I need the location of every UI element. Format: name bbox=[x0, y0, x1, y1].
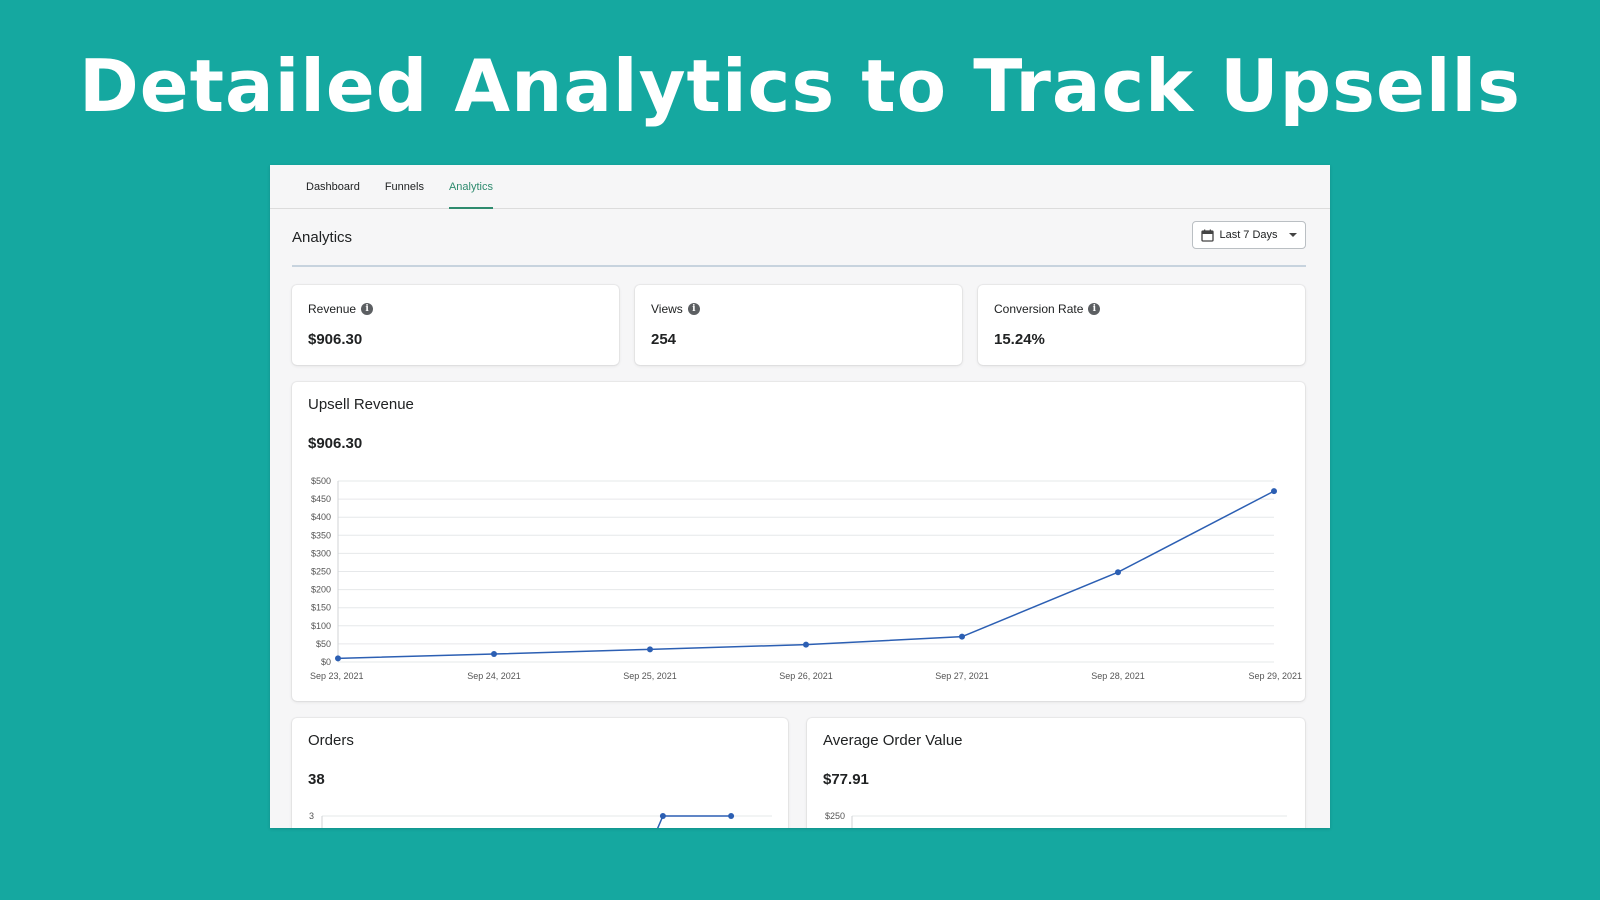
tab-dashboard[interactable]: Dashboard bbox=[306, 180, 360, 193]
data-point bbox=[803, 641, 809, 648]
revenue-label: Revenue bbox=[308, 302, 357, 316]
page-title: Analytics bbox=[292, 229, 353, 246]
orders-chart: 3 bbox=[309, 811, 772, 828]
upsell-revenue-chart: $0 $50 $100 $150 $200 $250 $300 $350 $400 $450 $50… bbox=[310, 476, 1302, 681]
upsell-revenue-title: Upsell Revenue bbox=[308, 396, 414, 413]
x-tick-label: Sep 29, 2021 bbox=[1248, 671, 1302, 681]
data-point bbox=[647, 646, 653, 653]
y-tick-label: $400 bbox=[311, 512, 331, 522]
app-window: Dashboard Funnels Analytics Analytics La… bbox=[270, 165, 1330, 828]
y-tick-label: $100 bbox=[311, 621, 331, 631]
aov-title: Average Order Value bbox=[823, 732, 963, 749]
x-tick-label: Sep 26, 2021 bbox=[779, 671, 833, 681]
series-line bbox=[337, 490, 1275, 660]
data-point bbox=[959, 633, 965, 640]
conversion-rate-label: Conversion Rate bbox=[994, 302, 1084, 316]
y-tick-label: $0 bbox=[321, 657, 331, 667]
revenue-value: $906.30 bbox=[308, 331, 363, 348]
y-tick-label: 3 bbox=[309, 811, 314, 821]
calendar-icon bbox=[1201, 229, 1215, 242]
y-tick-label: $50 bbox=[316, 639, 331, 649]
conversion-rate-card: Conversion Rate i 15.24% bbox=[978, 285, 1305, 365]
data-point bbox=[1271, 488, 1277, 495]
views-label: Views bbox=[651, 302, 683, 316]
aov-chart: $250 bbox=[825, 811, 1287, 828]
tab-analytics[interactable]: Analytics bbox=[448, 165, 494, 209]
y-tick-label: $250 bbox=[311, 567, 331, 577]
x-tick-label: Sep 27, 2021 bbox=[935, 671, 989, 681]
orders-value: 38 bbox=[308, 771, 325, 788]
conversion-rate-value: 15.24% bbox=[994, 331, 1045, 348]
date-range-button[interactable]: Last 7 Days bbox=[1192, 221, 1306, 249]
x-tick-label: Sep 25, 2021 bbox=[623, 671, 677, 681]
data-point bbox=[659, 813, 666, 819]
x-tick-label: Sep 24, 2021 bbox=[467, 671, 521, 681]
x-tick-label: Sep 28, 2021 bbox=[1091, 671, 1145, 681]
upsell-revenue-card: Upsell Revenue $906.30 $0 $50 $100 $150 $200… bbox=[292, 382, 1305, 701]
x-tick-label: Sep 23, 2021 bbox=[310, 671, 364, 681]
y-tick-label: $350 bbox=[311, 530, 331, 540]
upsell-revenue-value: $906.30 bbox=[308, 435, 363, 452]
data-point bbox=[1115, 569, 1121, 576]
data-point bbox=[728, 813, 735, 819]
orders-title: Orders bbox=[308, 732, 354, 749]
page-header: Analytics Last 7 Days bbox=[292, 221, 1306, 267]
date-range-label: Last 7 Days bbox=[1219, 229, 1278, 241]
y-tick-label: $500 bbox=[311, 476, 331, 486]
views-card: Views i 254 bbox=[635, 285, 962, 365]
average-order-value-card: Average Order Value $77.91 $250 bbox=[807, 718, 1305, 828]
data-point bbox=[491, 651, 497, 658]
y-tick-label: $150 bbox=[311, 603, 331, 613]
tab-funnels[interactable]: Funnels bbox=[384, 180, 424, 193]
hero-title: Detailed Analytics to Track Upsells bbox=[78, 44, 1522, 128]
info-icon[interactable]: i bbox=[687, 303, 700, 315]
info-icon[interactable]: i bbox=[361, 303, 374, 315]
y-tick-label: $250 bbox=[825, 811, 845, 821]
views-value: 254 bbox=[651, 331, 677, 348]
aov-value: $77.91 bbox=[823, 771, 869, 788]
data-point bbox=[335, 655, 341, 662]
orders-card: Orders 38 3 bbox=[292, 718, 788, 828]
series-line bbox=[656, 815, 732, 828]
y-tick-label: $450 bbox=[311, 494, 331, 504]
revenue-card: Revenue i $906.30 bbox=[292, 285, 619, 365]
chevron-down-icon bbox=[1288, 233, 1297, 237]
y-tick-label: $300 bbox=[311, 548, 331, 558]
top-nav: Dashboard Funnels Analytics bbox=[270, 165, 1330, 209]
info-icon[interactable]: i bbox=[1088, 303, 1101, 315]
y-tick-label: $200 bbox=[311, 585, 331, 595]
